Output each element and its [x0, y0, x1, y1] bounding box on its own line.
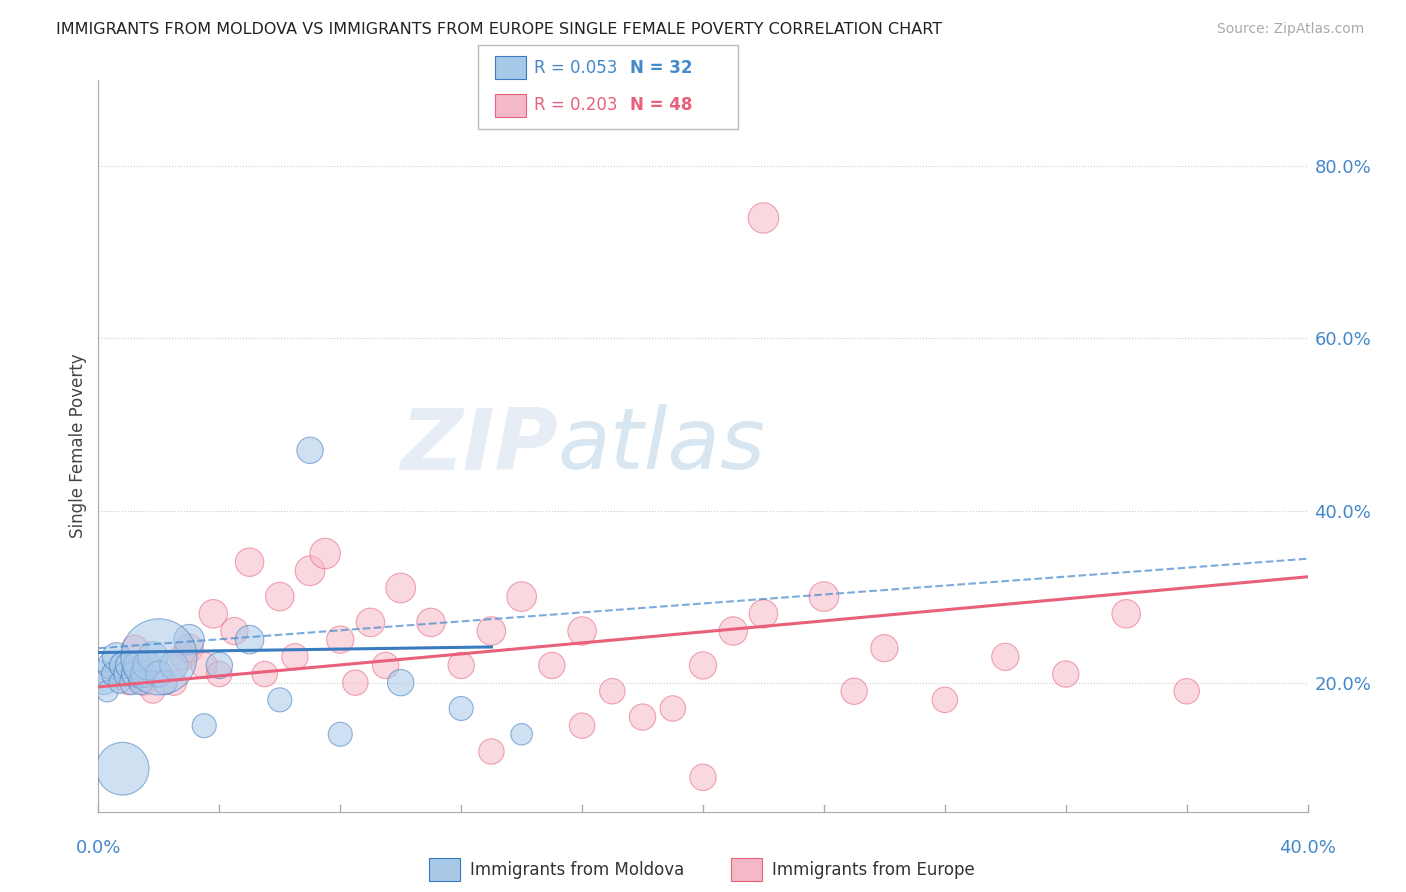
Point — [1115, 607, 1137, 621]
Point — [163, 658, 186, 673]
Point — [299, 564, 322, 578]
Point — [844, 684, 866, 698]
Point — [100, 658, 122, 673]
Point — [163, 675, 186, 690]
Point — [148, 667, 170, 681]
Point — [344, 675, 367, 690]
Text: atlas: atlas — [558, 404, 766, 488]
Point — [124, 641, 146, 656]
Point — [111, 658, 134, 673]
Text: IMMIGRANTS FROM MOLDOVA VS IMMIGRANTS FROM EUROPE SINGLE FEMALE POVERTY CORRELAT: IMMIGRANTS FROM MOLDOVA VS IMMIGRANTS FR… — [56, 22, 942, 37]
Point — [93, 675, 115, 690]
Y-axis label: Single Female Poverty: Single Female Poverty — [69, 354, 87, 538]
Point — [111, 762, 134, 776]
Point — [253, 667, 276, 681]
Point — [172, 649, 194, 664]
Point — [193, 719, 215, 733]
Point — [873, 641, 896, 656]
Point — [389, 675, 412, 690]
Point — [148, 649, 170, 664]
Point — [111, 658, 134, 673]
Point — [208, 667, 231, 681]
Point — [329, 727, 352, 741]
Point — [481, 624, 503, 638]
Point — [661, 701, 683, 715]
Text: Source: ZipAtlas.com: Source: ZipAtlas.com — [1216, 22, 1364, 37]
Text: 40.0%: 40.0% — [1279, 839, 1336, 857]
Point — [224, 624, 246, 638]
Point — [631, 710, 654, 724]
Point — [813, 590, 835, 604]
Text: N = 32: N = 32 — [630, 59, 692, 77]
Point — [179, 632, 201, 647]
Point — [571, 719, 593, 733]
Point — [360, 615, 382, 630]
Text: 0.0%: 0.0% — [76, 839, 121, 857]
Point — [481, 744, 503, 758]
Point — [1175, 684, 1198, 698]
Point — [510, 590, 533, 604]
Point — [153, 675, 176, 690]
Point — [571, 624, 593, 638]
Point — [103, 667, 125, 681]
Point — [132, 667, 155, 681]
Point — [193, 658, 215, 673]
Point — [239, 555, 262, 569]
Point — [299, 443, 322, 458]
Point — [96, 684, 118, 698]
Point — [90, 667, 112, 681]
Point — [540, 658, 562, 673]
Point — [1054, 667, 1077, 681]
Point — [135, 658, 157, 673]
Point — [723, 624, 745, 638]
Point — [142, 649, 165, 664]
Point — [934, 693, 956, 707]
Point — [124, 667, 146, 681]
Text: R = 0.053: R = 0.053 — [534, 59, 617, 77]
Point — [692, 658, 714, 673]
Point — [121, 675, 143, 690]
Point — [108, 675, 131, 690]
Point — [127, 658, 149, 673]
Point — [114, 667, 136, 681]
Text: ZIP: ZIP — [401, 404, 558, 488]
Point — [374, 658, 396, 673]
Point — [208, 658, 231, 673]
Point — [692, 770, 714, 784]
Point — [284, 649, 307, 664]
Point — [752, 211, 775, 225]
Point — [329, 632, 352, 647]
Point — [420, 615, 443, 630]
Point — [202, 607, 225, 621]
Point — [389, 581, 412, 595]
Point — [132, 675, 155, 690]
Point — [142, 684, 165, 698]
Point — [103, 667, 125, 681]
Point — [179, 641, 201, 656]
Text: N = 48: N = 48 — [630, 96, 692, 114]
Point — [269, 693, 291, 707]
Point — [752, 607, 775, 621]
Point — [129, 675, 152, 690]
Point — [994, 649, 1017, 664]
Point — [118, 675, 141, 690]
Point — [602, 684, 624, 698]
Text: Immigrants from Europe: Immigrants from Europe — [772, 861, 974, 879]
Point — [450, 701, 472, 715]
Point — [269, 590, 291, 604]
Point — [314, 547, 336, 561]
Point — [105, 649, 128, 664]
Point — [118, 658, 141, 673]
Text: Immigrants from Moldova: Immigrants from Moldova — [470, 861, 683, 879]
Point — [450, 658, 472, 673]
Point — [510, 727, 533, 741]
Point — [148, 667, 170, 681]
Point — [239, 632, 262, 647]
Text: R = 0.203: R = 0.203 — [534, 96, 617, 114]
